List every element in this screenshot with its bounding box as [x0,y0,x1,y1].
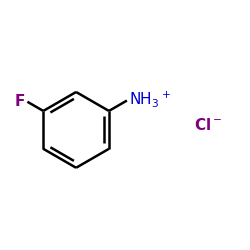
Text: Cl$^-$: Cl$^-$ [194,117,222,133]
Text: NH$_3$$^+$: NH$_3$$^+$ [129,89,171,109]
Text: F: F [15,94,26,109]
